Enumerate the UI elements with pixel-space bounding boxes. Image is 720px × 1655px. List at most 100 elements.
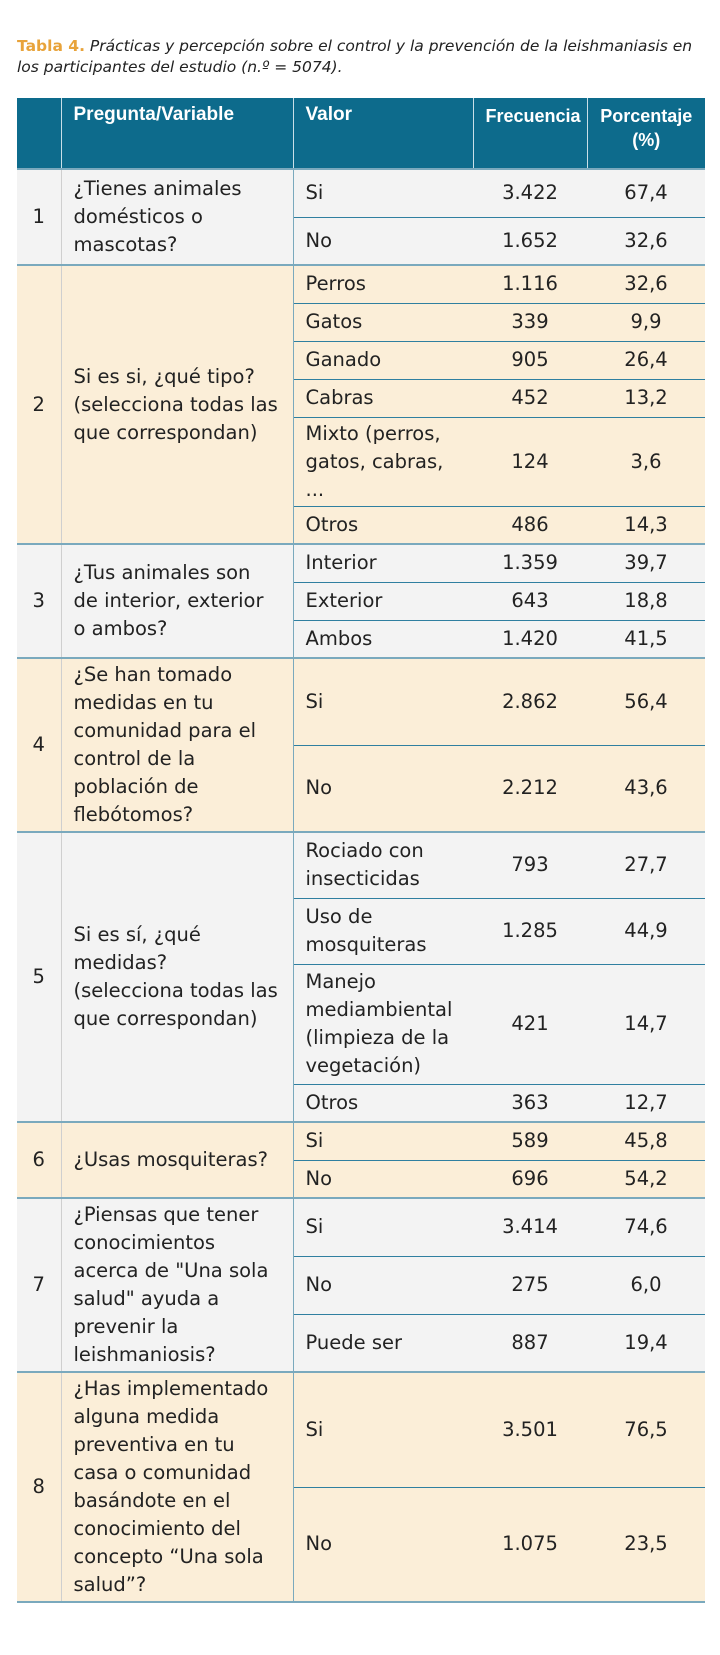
- value-cell: Manejo mediambiental (limpieza de la veg…: [292, 963, 473, 1084]
- value-cell: Otros: [292, 505, 473, 544]
- value-cell: Si: [292, 168, 473, 217]
- question-cell: ¿Se han tomado medidas en tu comunidad p…: [60, 657, 293, 832]
- percentage-cell: 43,6: [587, 744, 705, 832]
- percentage-cell: 3,6: [587, 416, 705, 506]
- frequency-cell: 1.285: [473, 897, 587, 964]
- value-cell: Ambos: [292, 619, 473, 658]
- table-row: Mixto (perros, gatos, cabras, ... 124 3,6: [17, 416, 705, 506]
- row-number: 5: [17, 831, 61, 1122]
- frequency-cell: 452: [473, 378, 587, 417]
- value-cell: Si: [292, 1121, 473, 1160]
- question-cell: ¿Has implementado alguna medida preventi…: [60, 1371, 293, 1602]
- question-cell: ¿Tienes animales domésticos o mascotas?: [60, 168, 293, 265]
- frequency-cell: 2.862: [473, 657, 587, 745]
- frequency-cell: 887: [473, 1313, 587, 1372]
- value-cell: Gatos: [292, 302, 473, 341]
- header-percentage: Porcentaje (%): [586, 98, 705, 169]
- value-cell: No: [292, 216, 473, 265]
- frequency-cell: 1.116: [473, 264, 587, 303]
- value-cell: Si: [292, 657, 473, 745]
- percentage-cell: 14,3: [587, 505, 705, 544]
- frequency-cell: 124: [473, 416, 587, 506]
- table-row: 6 ¿Usas mosquiteras? Si 589 45,8: [17, 1121, 705, 1198]
- header-row: Pregunta/Variable Valor Frecuencia Porce…: [17, 98, 705, 169]
- percentage-cell: 54,2: [587, 1159, 705, 1198]
- table-row: Ambos 1.420 41,5: [17, 619, 705, 658]
- value-cell: Mixto (perros, gatos, cabras, ...: [292, 416, 473, 506]
- percentage-cell: 39,7: [587, 543, 705, 582]
- value-cell: No: [292, 1486, 473, 1602]
- value-cell: Interior: [292, 543, 473, 582]
- percentage-cell: 32,6: [587, 264, 705, 303]
- percentage-cell: 45,8: [587, 1121, 705, 1160]
- frequency-cell: 363: [473, 1083, 587, 1122]
- frequency-cell: 1.652: [473, 216, 587, 265]
- value-cell: Si: [292, 1197, 473, 1256]
- frequency-cell: 3.414: [473, 1197, 587, 1256]
- frequency-cell: 1.075: [473, 1486, 587, 1602]
- table-row: No 1.075 23,5: [17, 1486, 705, 1602]
- caption-label: Tabla 4.: [17, 37, 85, 55]
- percentage-cell: 13,2: [587, 378, 705, 417]
- value-cell: Perros: [292, 264, 473, 303]
- frequency-cell: 275: [473, 1255, 587, 1314]
- question-cell: Si es si, ¿qué tipo? (selecciona todas l…: [60, 264, 293, 544]
- header-question: Pregunta/Variable: [60, 98, 293, 169]
- percentage-cell: 27,7: [587, 831, 705, 898]
- data-table: Pregunta/Variable Valor Frecuencia Porce…: [17, 98, 705, 1603]
- table-row: 3 ¿Tus animales son de interior, exterior…: [17, 543, 705, 658]
- percentage-cell: 12,7: [587, 1083, 705, 1122]
- percentage-cell: 26,4: [587, 340, 705, 379]
- table-row: Uso de mosquiteras 1.285 44,9: [17, 897, 705, 964]
- table-row: No 1.652 32,6: [17, 216, 705, 265]
- percentage-cell: 74,6: [587, 1197, 705, 1256]
- row-number: 2: [17, 264, 61, 544]
- percentage-cell: 6,0: [587, 1255, 705, 1314]
- value-cell: Otros: [292, 1083, 473, 1122]
- table-row: 4 ¿Se han tomado medidas en tu comunidad …: [17, 657, 705, 832]
- header-number: [17, 98, 61, 169]
- percentage-cell: 44,9: [587, 897, 705, 964]
- frequency-cell: 486: [473, 505, 587, 544]
- frequency-cell: 589: [473, 1121, 587, 1160]
- value-cell: Uso de mosquiteras: [292, 897, 473, 964]
- table-row: 5 Si es sí, ¿qué medidas? (selecciona tod…: [17, 831, 705, 1122]
- question-cell: ¿Tus animales son de interior, exterior …: [60, 543, 293, 658]
- table-row: No 696 54,2: [17, 1159, 705, 1198]
- header-frequency: Frecuencia: [472, 98, 587, 169]
- table-row: 8 ¿Has implementado alguna medida prevent…: [17, 1371, 705, 1602]
- frequency-cell: 3.501: [473, 1371, 587, 1487]
- table-row: Ganado 905 26,4: [17, 340, 705, 379]
- value-cell: No: [292, 1159, 473, 1198]
- caption-text: Prácticas y percepción sobre el control …: [17, 37, 693, 76]
- frequency-cell: 905: [473, 340, 587, 379]
- frequency-cell: 421: [473, 963, 587, 1084]
- value-cell: Puede ser: [292, 1313, 473, 1372]
- frequency-cell: 643: [473, 581, 587, 620]
- percentage-cell: 14,7: [587, 963, 705, 1084]
- frequency-cell: 793: [473, 831, 587, 898]
- table-row: Gatos 339 9,9: [17, 302, 705, 341]
- percentage-cell: 56,4: [587, 657, 705, 745]
- row-number: 7: [17, 1197, 61, 1372]
- table-row: Manejo mediambiental (limpieza de la veg…: [17, 963, 705, 1084]
- row-number: 8: [17, 1371, 61, 1602]
- percentage-cell: 41,5: [587, 619, 705, 658]
- percentage-cell: 18,8: [587, 581, 705, 620]
- question-cell: Si es sí, ¿qué medidas? (selecciona toda…: [60, 831, 293, 1122]
- question-cell: ¿Piensas que tener conocimientos acerca …: [60, 1197, 293, 1372]
- table-row: 1 ¿Tienes animales domésticos o mascotas?…: [17, 168, 705, 265]
- value-cell: Rociado con insecticidas: [292, 831, 473, 898]
- percentage-cell: 9,9: [587, 302, 705, 341]
- percentage-cell: 32,6: [587, 216, 705, 265]
- row-number: 3: [17, 543, 61, 658]
- frequency-cell: 696: [473, 1159, 587, 1198]
- table-row: Puede ser 887 19,4: [17, 1313, 705, 1372]
- frequency-cell: 1.359: [473, 543, 587, 582]
- percentage-cell: 23,5: [587, 1486, 705, 1602]
- value-cell: No: [292, 1255, 473, 1314]
- table-row: Otros 486 14,3: [17, 505, 705, 544]
- row-number: 1: [17, 168, 61, 265]
- table-row: Cabras 452 13,2: [17, 378, 705, 417]
- table-row: No 2.212 43,6: [17, 744, 705, 832]
